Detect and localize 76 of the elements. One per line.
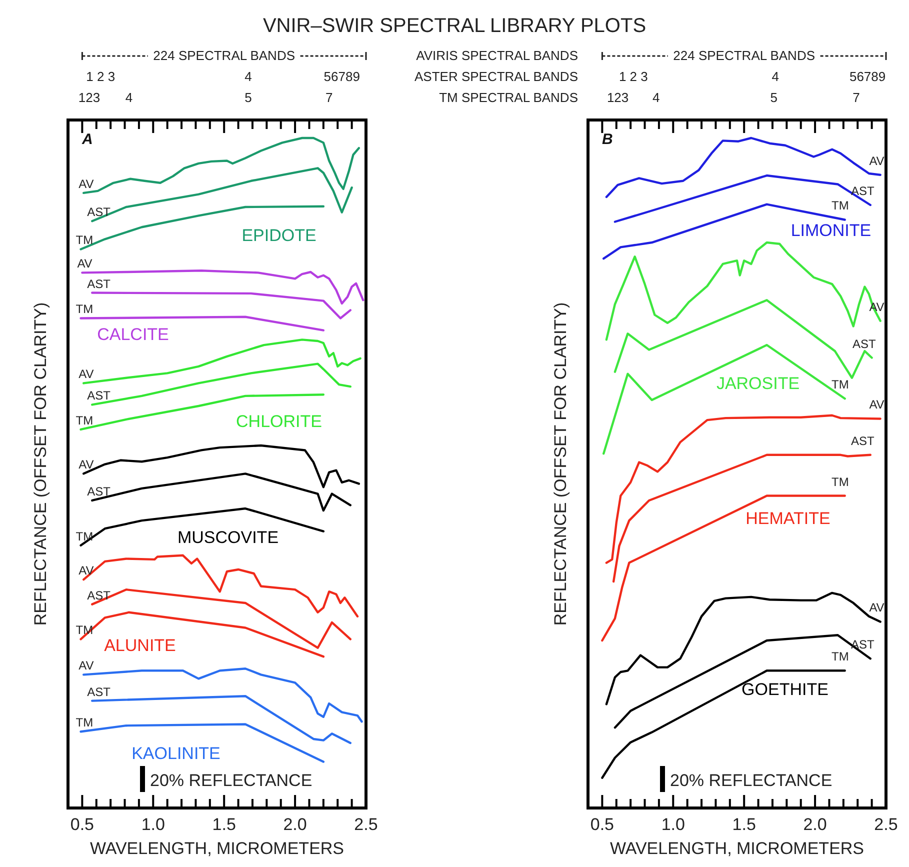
x-axis-title: WAVELENGTH, MICROMETERS: [90, 839, 344, 858]
text: 4: [772, 69, 779, 84]
text: 224 SPECTRAL BANDS: [673, 48, 816, 63]
series-label: AV: [78, 458, 94, 472]
x-tick-label: 2.0: [283, 815, 307, 834]
text: 1 2 3: [618, 69, 648, 84]
annotation: JAROSITE: [716, 374, 800, 393]
series-label: AV: [78, 367, 94, 382]
y-axis-title: REFLECTANCE (OFFSET FOR CLARITY): [551, 302, 570, 626]
text: 7: [325, 90, 333, 105]
annotation: EPIDOTE: [242, 226, 316, 245]
annotation: ALUNITE: [104, 636, 176, 655]
text: 5: [770, 90, 778, 105]
x-tick-label: 0.5: [590, 815, 614, 834]
text: 56789: [324, 69, 360, 84]
series-label: TM: [76, 529, 94, 544]
series-label: TM: [832, 650, 849, 664]
text: ASTER SPECTRAL BANDS: [414, 69, 578, 84]
text: 123: [606, 90, 629, 105]
series-label: AV: [78, 658, 94, 673]
series-label: TM: [76, 716, 94, 730]
x-tick-label: 1.5: [732, 815, 756, 834]
x-tick-label: 2.0: [803, 815, 827, 834]
series-label: AV: [869, 600, 884, 615]
chart-subtitle: A: [81, 131, 93, 148]
x-tick-label: 1.0: [141, 815, 165, 834]
text: 4: [125, 90, 133, 105]
series-label: AST: [851, 638, 876, 652]
series-label: AV: [77, 256, 92, 271]
series-label: AV: [869, 154, 884, 168]
series-label: TM: [832, 474, 849, 489]
series-label: AST: [87, 205, 112, 220]
series-label: AST: [87, 684, 112, 699]
annotation: MUSCOVITE: [177, 528, 279, 547]
text: 123: [78, 90, 100, 105]
chart-subtitle: B: [602, 131, 613, 148]
series-label: TM: [832, 378, 849, 392]
series-label: AST: [87, 388, 112, 403]
series-label: AST: [851, 434, 876, 448]
annotation: 20% REFLECTANCE: [150, 771, 312, 790]
series-label: TM: [832, 198, 849, 213]
series-label: AST: [87, 588, 112, 602]
series-label: AST: [87, 276, 112, 291]
text: 5: [244, 90, 252, 105]
text: AVIRIS SPECTRAL BANDS: [416, 48, 578, 63]
x-tick-label: 2.5: [874, 815, 898, 834]
text: 4: [244, 69, 252, 84]
series-label: AST: [852, 336, 876, 351]
x-tick-label: 1.5: [212, 815, 236, 834]
series-label: TM: [76, 302, 94, 316]
text: 224 SPECTRAL BANDS: [153, 48, 296, 63]
x-tick-label: 2.5: [354, 815, 378, 834]
text: 56789: [849, 69, 886, 84]
series-label: AV: [78, 176, 94, 191]
text: TM SPECTRAL BANDS: [439, 90, 578, 105]
series-label: AST: [87, 484, 112, 498]
annotation: CALCITE: [97, 325, 169, 344]
text: 4: [652, 90, 660, 105]
annotation: KAOLINITE: [132, 744, 220, 763]
annotation: HEMATITE: [746, 509, 830, 528]
y-axis-title: REFLECTANCE (OFFSET FOR CLARITY): [31, 302, 50, 626]
series-label: TM: [76, 233, 94, 248]
series-label: AST: [851, 184, 876, 198]
annotation: CHLORITE: [236, 412, 322, 431]
series-label: AV: [78, 564, 94, 578]
x-axis-title: WAVELENGTH, MICROMETERS: [610, 839, 864, 858]
x-tick-label: 1.0: [661, 815, 685, 834]
annotation: LIMONITE: [790, 221, 872, 240]
text: 1 2 3: [86, 69, 116, 84]
series-label: TM: [76, 413, 94, 428]
annotation: 20% REFLECTANCE: [670, 771, 832, 790]
text: VNIR–SWIR SPECTRAL LIBRARY PLOTS: [262, 15, 646, 37]
series-label: AV: [869, 398, 884, 412]
x-tick-label: 0.5: [70, 815, 94, 834]
annotation: GOETHITE: [742, 680, 828, 699]
text: 7: [852, 90, 860, 105]
